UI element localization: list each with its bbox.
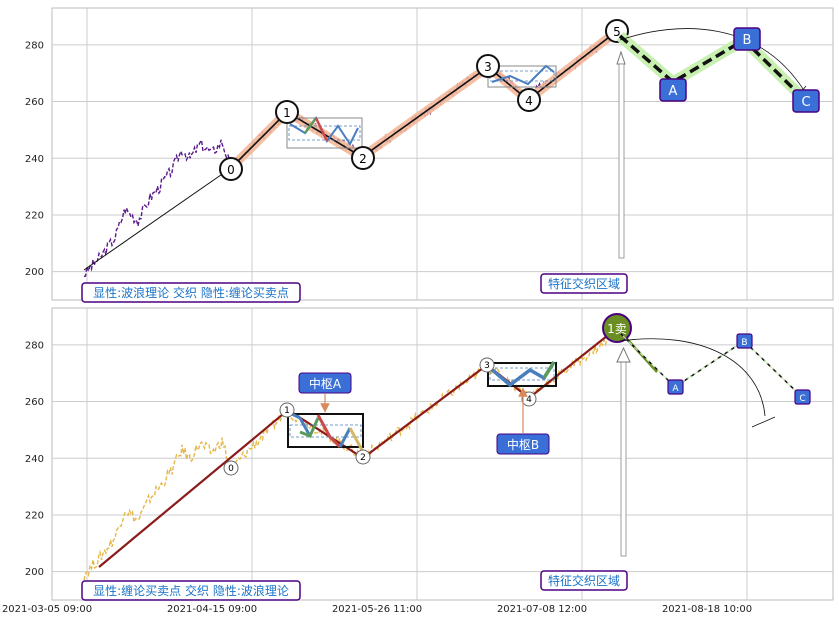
sell-point-1: 1卖 <box>602 313 632 343</box>
pivot-a-zigzag-green <box>299 417 320 438</box>
x-axis-ticks: 2021-03-05 09:00 2021-04-15 09:00 2021-05-… <box>2 604 752 615</box>
top-sub-zigzag-1c <box>314 117 329 142</box>
small-wave-4: 4 <box>521 391 537 407</box>
bottom-plot-frame <box>51 307 834 601</box>
y-tick-label: 240 <box>25 154 44 165</box>
top-zone-label-text: 特征交织区域 <box>548 276 620 291</box>
wave-label-2: 2 <box>359 152 367 166</box>
wave-label-4: 4 <box>525 94 533 108</box>
projection-box-a: A <box>659 78 687 102</box>
bottom-grid <box>52 308 833 600</box>
top-zone-label: 特征交织区域 <box>540 273 628 294</box>
small-wave-label-2: 2 <box>360 453 366 463</box>
top-pivot-inner-1 <box>288 125 361 141</box>
wave-label-0: 0 <box>227 163 235 177</box>
pivot-a-label: 中枢A <box>309 376 342 391</box>
y-tick-label: 280 <box>25 40 44 51</box>
top-projection-arc <box>619 28 806 93</box>
pivot-b-label: 中枢B <box>507 437 539 452</box>
bottom-y-ticks: 200 220 240 260 280 <box>25 340 44 578</box>
sell-point-label: 1卖 <box>607 322 627 336</box>
pivot-a-inner <box>289 424 362 438</box>
y-tick-label: 260 <box>25 397 44 408</box>
bottom-hollow-arrow <box>616 346 631 363</box>
bottom-arrow-shaft <box>620 361 627 557</box>
small-wave-1: 1 <box>279 402 295 418</box>
bottom-projection-box-a: A <box>667 379 684 395</box>
bottom-zone-label-text: 特征交织区域 <box>548 573 620 588</box>
projection-box-c: C <box>792 89 820 113</box>
bottom-projection-label-c: C <box>799 394 805 404</box>
small-wave-label-1: 1 <box>284 406 290 416</box>
top-sub-zigzag-1b <box>303 117 318 134</box>
bottom-panel: 200 220 240 260 280 0 1 2 <box>25 307 834 601</box>
projection-label-b: B <box>743 33 752 48</box>
top-y-ticks: 200 220 240 260 280 <box>25 40 44 278</box>
projection-label-a: A <box>669 84 678 99</box>
projection-label-c: C <box>801 95 810 110</box>
x-tick-label: 2021-05-26 11:00 <box>332 604 422 615</box>
pivot-b-zigzag-green <box>542 361 556 379</box>
top-arrow-shaft <box>618 63 625 259</box>
small-wave-label-4: 4 <box>526 395 532 405</box>
bottom-projection-arc <box>619 338 766 417</box>
wave-point-2: 2 <box>351 146 375 170</box>
projection-box-b: B <box>733 27 761 51</box>
top-footer-label-text: 显性:波浪理论 交织 隐性:缠论买卖点 <box>93 285 289 300</box>
top-wave-line <box>230 30 618 169</box>
top-start-line <box>83 167 232 271</box>
bottom-zone-label: 特征交织区域 <box>540 570 628 591</box>
pivot-b-inner <box>489 367 555 381</box>
pivot-a-zigzag-blue2 <box>338 427 352 448</box>
pivot-a-callout: 中枢A <box>298 372 352 413</box>
pivot-a-zigzag-red <box>316 414 342 449</box>
pivot-b-box <box>487 362 557 387</box>
wave-label-3: 3 <box>484 60 492 74</box>
bottom-projection-box-c: C <box>794 389 811 405</box>
y-tick-label: 220 <box>25 210 44 221</box>
bottom-footer-label-text: 显性:缠论买卖点 交织 隐性:波浪理论 <box>93 583 289 598</box>
bottom-projection-label-b: B <box>741 338 747 348</box>
y-tick-label: 200 <box>25 267 44 278</box>
small-wave-label-0: 0 <box>228 464 234 474</box>
y-tick-label: 220 <box>25 510 44 521</box>
x-tick-label: 2021-08-18 10:00 <box>662 604 752 615</box>
pivot-a-box <box>287 413 364 448</box>
small-wave-label-3: 3 <box>484 361 490 371</box>
pivot-a-zigzag-tan <box>348 427 364 451</box>
wave-point-0: 0 <box>219 157 243 181</box>
top-projection-line <box>618 34 805 100</box>
y-tick-label: 200 <box>25 567 44 578</box>
x-tick-label: 2021-07-08 12:00 <box>497 604 587 615</box>
top-sub-zigzag-2 <box>491 64 555 86</box>
top-pivot-box-1 <box>286 117 363 149</box>
small-wave-3: 3 <box>479 357 495 373</box>
small-wave-2: 2 <box>355 449 371 465</box>
wave-label-5: 5 <box>613 25 621 39</box>
wave-point-3: 3 <box>476 54 500 78</box>
top-footer-label: 显性:波浪理论 交织 隐性:缠论买卖点 <box>81 282 301 303</box>
x-tick-label: 2021-04-15 09:00 <box>167 604 257 615</box>
bottom-projection-label-a: A <box>672 384 679 394</box>
wave-label-1: 1 <box>283 106 291 120</box>
bottom-projection-box-b: B <box>736 333 753 349</box>
y-tick-label: 260 <box>25 97 44 108</box>
bottom-arc-tip <box>751 416 776 428</box>
small-wave-0: 0 <box>223 460 239 476</box>
bottom-footer-label: 显性:缠论买卖点 交织 隐性:波浪理论 <box>81 580 301 601</box>
y-tick-label: 240 <box>25 454 44 465</box>
wave-point-1: 1 <box>275 100 299 124</box>
x-tick-label: 2021-03-05 09:00 <box>2 604 92 615</box>
bottom-projection-highlight <box>619 332 803 398</box>
y-tick-label: 280 <box>25 340 44 351</box>
top-panel: 200 220 240 260 280 0 1 2 <box>25 7 834 303</box>
pivot-b-callout: 中枢B <box>496 387 550 455</box>
wave-point-4: 4 <box>517 88 541 112</box>
